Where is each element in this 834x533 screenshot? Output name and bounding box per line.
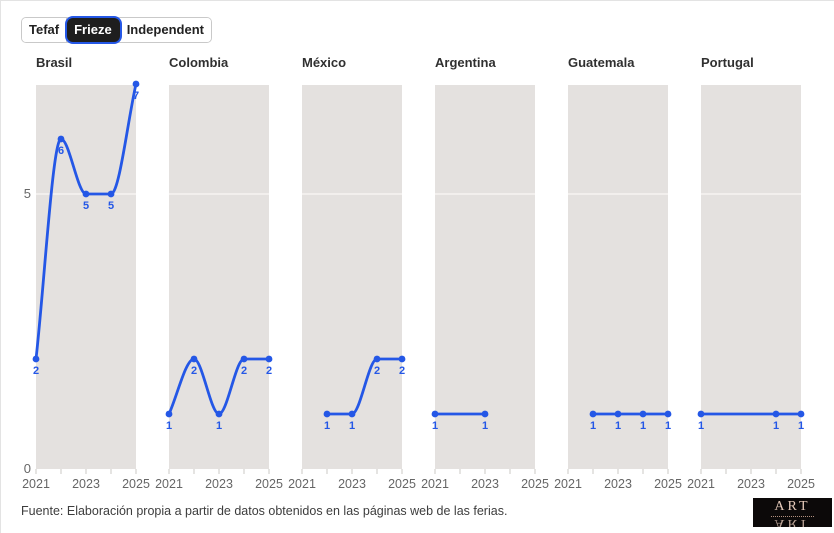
x-tick-label: 2023 — [604, 477, 632, 491]
tab-tefaf[interactable]: Tefaf — [22, 18, 68, 42]
panel-title-guatemala: Guatemala — [568, 55, 635, 70]
panel-title-argentina: Argentina — [435, 55, 496, 70]
data-point — [32, 355, 40, 363]
data-point — [165, 410, 173, 418]
x-tick-label: 2021 — [288, 477, 316, 491]
data-point — [348, 410, 356, 418]
value-label: 1 — [432, 420, 438, 432]
x-tick-label: 2023 — [72, 477, 100, 491]
series-line — [34, 82, 138, 361]
value-label: 1 — [798, 420, 804, 432]
value-label: 1 — [482, 420, 488, 432]
y-axis-label-5: 5 — [23, 186, 31, 201]
data-point — [190, 355, 198, 363]
data-point — [614, 410, 622, 418]
plot-background — [435, 85, 535, 469]
line-chart-brasil: 2021 2023 2025 2 6 5 5 7 — [22, 80, 150, 491]
line-chart-argentina: 2021 2023 2025 1 1 — [421, 85, 549, 491]
panel-title-mexico: México — [302, 55, 347, 70]
x-tick-label: 2023 — [338, 477, 366, 491]
value-label: 2 — [266, 365, 272, 377]
line-chart-colombia: 2021 2023 2025 1 2 1 2 2 — [155, 85, 283, 491]
panel-title-colombia: Colombia — [169, 55, 229, 70]
x-tick-label: 2023 — [471, 477, 499, 491]
data-point — [82, 190, 90, 198]
data-point — [107, 190, 115, 198]
series-line — [325, 357, 404, 416]
data-point — [398, 355, 406, 363]
data-point — [265, 355, 273, 363]
x-tick-label: 2021 — [687, 477, 715, 491]
art-logo-text: ART — [774, 499, 811, 514]
data-point — [431, 410, 439, 418]
x-tick-label: 2025 — [654, 477, 682, 491]
data-point — [132, 80, 140, 88]
line-chart-portugal: 2021 2023 2025 1 1 1 — [687, 85, 815, 491]
data-point — [664, 410, 672, 418]
x-tick-label: 2023 — [737, 477, 765, 491]
tab-independent[interactable]: Independent — [119, 18, 211, 42]
value-label: 1 — [324, 420, 330, 432]
plot-background — [701, 85, 801, 469]
value-label: 6 — [58, 145, 64, 157]
plot-background — [36, 85, 136, 469]
panel-title-portugal: Portugal — [701, 55, 754, 70]
line-chart-mexico: 2021 2023 2025 1 1 2 2 — [288, 85, 416, 491]
plot-background — [568, 85, 668, 469]
small-multiples-chart: Brasil 2021 2023 2025 2 6 5 5 7 Colombia 2021 2023 2… — [1, 1, 834, 501]
data-point — [697, 410, 705, 418]
fair-tabs: Tefaf Frieze Independent — [21, 17, 212, 43]
x-tick-label: 2021 — [155, 477, 183, 491]
data-point — [215, 410, 223, 418]
plot-background — [169, 85, 269, 469]
data-point — [589, 410, 597, 418]
data-point — [797, 410, 805, 418]
value-label: 1 — [166, 420, 172, 432]
value-label: 1 — [640, 420, 646, 432]
art-logo-reflection: ART — [774, 516, 811, 527]
value-label: 2 — [399, 365, 405, 377]
value-label: 1 — [349, 420, 355, 432]
plot-background — [302, 85, 402, 469]
art-logo-smallprint — [771, 513, 814, 517]
value-label: 1 — [698, 420, 704, 432]
data-point — [772, 410, 780, 418]
source-note: Fuente: Elaboración propia a partir de d… — [21, 504, 508, 518]
value-label: 2 — [33, 365, 39, 377]
art-logo: ART ART — [753, 498, 832, 527]
value-label: 1 — [590, 420, 596, 432]
line-chart-guatemala: 2021 2023 2025 1 1 1 1 — [554, 85, 682, 491]
x-tick-label: 2021 — [554, 477, 582, 491]
x-tick-label: 2025 — [388, 477, 416, 491]
value-label: 1 — [665, 420, 671, 432]
x-tick-label: 2023 — [205, 477, 233, 491]
value-label: 5 — [108, 200, 114, 212]
x-tick-label: 2021 — [22, 477, 50, 491]
data-point — [240, 355, 248, 363]
value-label: 5 — [83, 200, 89, 212]
data-point — [481, 410, 489, 418]
data-point — [57, 135, 65, 143]
value-label: 1 — [773, 420, 779, 432]
data-point — [373, 355, 381, 363]
value-label: 2 — [241, 365, 247, 377]
y-axis-label-0: 0 — [23, 461, 31, 476]
value-label: 2 — [374, 365, 380, 377]
panel-title-brasil: Brasil — [36, 55, 73, 70]
tab-frieze[interactable]: Frieze — [67, 18, 120, 42]
x-tick-label: 2025 — [787, 477, 815, 491]
x-tick-label: 2025 — [521, 477, 549, 491]
x-tick-label: 2025 — [122, 477, 150, 491]
x-tick-label: 2025 — [255, 477, 283, 491]
data-point — [639, 410, 647, 418]
x-tick-label: 2021 — [421, 477, 449, 491]
data-point — [323, 410, 331, 418]
value-label: 1 — [615, 420, 621, 432]
value-label: 7 — [133, 90, 139, 102]
value-label: 2 — [191, 365, 197, 377]
value-label: 1 — [216, 420, 222, 432]
